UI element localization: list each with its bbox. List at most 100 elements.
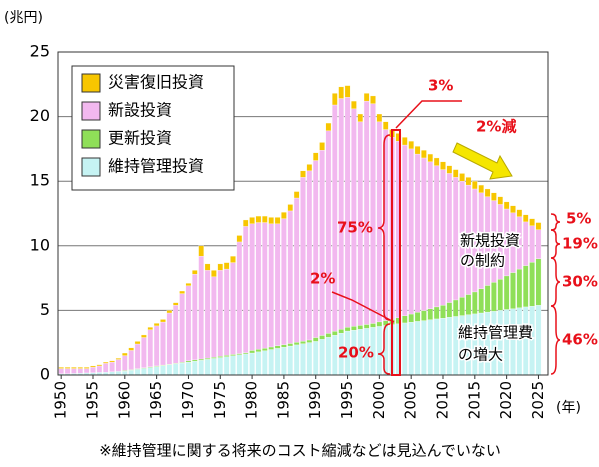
bar-segment [319, 142, 325, 151]
y-tick-label: 0 [40, 365, 50, 384]
bar-segment [484, 285, 491, 313]
bar-segment [376, 113, 383, 122]
bar-segment [497, 278, 504, 311]
bar-segment [293, 342, 300, 346]
bar-segment [109, 361, 115, 372]
bar-segment [255, 349, 262, 353]
bar-segment [122, 352, 128, 356]
x-tick-label: 2015 [465, 381, 483, 419]
bar-segment [230, 262, 236, 355]
bar-segment [268, 223, 274, 348]
bar-segment [281, 344, 287, 348]
legend-label: 新設投資 [108, 101, 172, 120]
annotation: の増大 [458, 346, 503, 364]
annotation: の制約 [460, 252, 505, 270]
bar-segment [478, 312, 484, 376]
bar-segment [529, 218, 535, 226]
y-tick-label: 5 [40, 300, 50, 319]
bar-segment [83, 368, 90, 374]
bar-segment [402, 137, 408, 146]
bar-segment [312, 341, 319, 376]
x-tick-label: 1995 [338, 381, 356, 419]
bar-segment [427, 319, 434, 376]
bar-segment [402, 322, 408, 376]
bar-segment [128, 347, 134, 351]
bar-segment [421, 320, 427, 376]
bar-segment [122, 355, 128, 371]
bar-segment [306, 170, 313, 341]
bar-segment [446, 317, 453, 376]
bar-segment [185, 283, 192, 287]
bar-segment [300, 340, 306, 344]
bar-segment [268, 217, 274, 224]
bar-segment [293, 197, 300, 343]
bar-segment [510, 308, 516, 376]
bar-segment [77, 368, 84, 374]
bar-segment [71, 368, 77, 374]
bar-segment [287, 345, 294, 376]
bar-segment [491, 311, 497, 376]
bar-segment [141, 334, 147, 338]
x-tick-label: 1970 [179, 381, 197, 419]
bar-segment [376, 121, 383, 323]
bar-segment [141, 337, 147, 368]
bar-segment [351, 100, 357, 109]
bar-segment [223, 268, 230, 356]
brace [377, 323, 391, 375]
bar-segment [535, 258, 542, 306]
bar-segment [522, 265, 529, 308]
bar-segment [332, 335, 338, 376]
bar-segment [58, 367, 64, 369]
bar-segment [160, 321, 166, 366]
bar-segment [484, 188, 491, 197]
bar-segment [433, 306, 440, 320]
bar-segment [344, 97, 351, 328]
bar-segment [357, 325, 364, 330]
bar-segment [535, 222, 542, 230]
bar-segment [128, 350, 134, 370]
decorations [331, 100, 561, 376]
x-tick-label: 1985 [274, 381, 292, 419]
legend-label: 災害復旧投資 [108, 73, 204, 92]
bar-segment [192, 361, 198, 376]
bar-segment [446, 302, 453, 318]
bar-segment [179, 362, 185, 376]
bar-segment [433, 165, 440, 308]
bar-segment [236, 353, 243, 355]
bar-segment [300, 177, 306, 342]
bar-segment [255, 215, 262, 223]
bar-segment [134, 343, 141, 369]
bar-segment [414, 153, 421, 313]
bar-segment [198, 358, 204, 361]
bar-segment [440, 161, 446, 170]
bar-segment [535, 229, 542, 259]
bar-segment [242, 219, 249, 227]
bar-segment [529, 225, 535, 263]
legend-swatch [81, 73, 101, 93]
bar-segment [433, 318, 440, 376]
brace [377, 134, 391, 321]
bar-segment [332, 331, 338, 336]
bar-segment [427, 153, 434, 162]
bar-segment [319, 335, 325, 340]
bar-segment [274, 345, 281, 349]
bar-segment [427, 161, 434, 309]
x-tick-label: 2020 [497, 381, 515, 419]
bar-segment [217, 356, 224, 358]
bar-segment [287, 343, 294, 347]
bar-segment [427, 308, 434, 320]
annotation: 75% [337, 219, 373, 237]
bar-segment [472, 181, 478, 190]
bar-segment [421, 150, 427, 159]
bar-segment [402, 315, 408, 324]
bar-segment [459, 173, 465, 182]
x-tick-label: 1990 [306, 381, 324, 419]
bar-segment [58, 368, 64, 374]
bar-segment [516, 209, 523, 217]
bar-segment [370, 323, 376, 328]
bar-segment [160, 319, 166, 323]
bar-segment [236, 354, 243, 376]
bar-segment [408, 148, 414, 315]
bar-segment [274, 217, 281, 224]
